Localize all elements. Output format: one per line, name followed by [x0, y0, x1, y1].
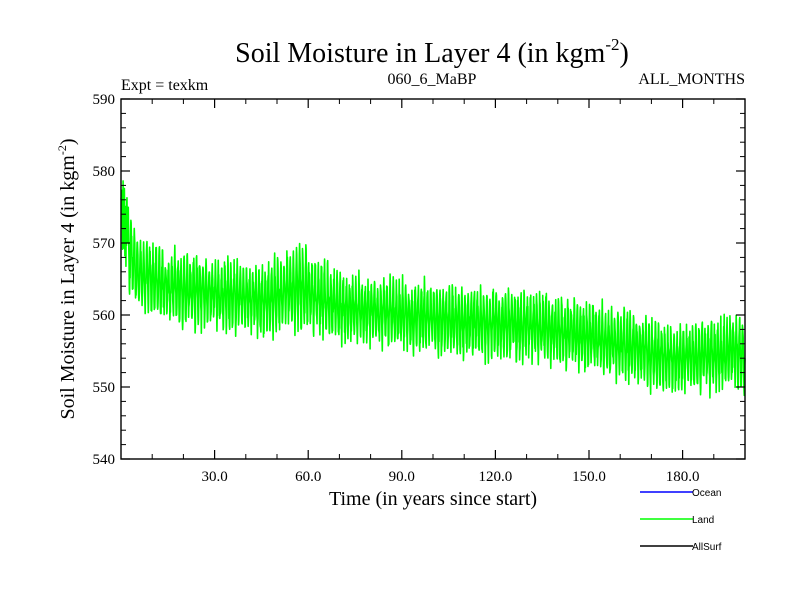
x-axis-label: Time (in years since start): [329, 488, 537, 510]
y-axis-label: Soil Moisture in Layer 4 (in kgm-2): [55, 138, 79, 419]
x-tick-label: 30.0: [201, 469, 227, 485]
land-series-line: [120, 180, 746, 399]
expt-label: Expt = texkm: [121, 77, 209, 94]
y-tick-label: 580: [93, 164, 116, 180]
chart-title: Soil Moisture in Layer 4 (in kgm-2): [235, 35, 629, 69]
x-tick-label: 60.0: [295, 469, 321, 485]
chart-title-sup: -2: [605, 35, 619, 54]
legend: Ocean Land AllSurf: [640, 488, 722, 553]
y-tick-label: 560: [93, 308, 116, 324]
chart-title-main: Soil Moisture in Layer 4 (in kgm: [235, 38, 605, 69]
subtitle-center: 060_6_MaBP: [388, 71, 477, 88]
x-tick-labels: 30.0 60.0 90.0 120.0 150.0 180.0: [201, 469, 699, 485]
x-tick-label: 90.0: [389, 469, 415, 485]
x-tick-label: 120.0: [479, 469, 513, 485]
y-axis-label-main: Soil Moisture in Layer 4 (in kgm: [57, 155, 79, 420]
y-tick-labels: 540 550 560 570 580 590: [93, 92, 116, 468]
y-axis-label-sup: -2: [55, 145, 69, 155]
y-tick-label: 540: [93, 452, 116, 468]
y-tick-label: 570: [93, 236, 116, 252]
x-tick-label: 180.0: [666, 469, 700, 485]
plot-frame: [120, 98, 746, 460]
legend-label-allsurf: AllSurf: [692, 542, 722, 553]
y-tick-label: 590: [93, 92, 116, 108]
series-land: [120, 180, 746, 399]
y-axis-label-close: ): [57, 138, 79, 145]
chart-title-close: ): [620, 38, 629, 69]
subtitle-right: ALL_MONTHS: [638, 71, 745, 88]
legend-label-land: Land: [692, 515, 714, 526]
y-tick-label: 550: [93, 380, 116, 396]
x-tick-label: 150.0: [572, 469, 606, 485]
legend-label-ocean: Ocean: [692, 488, 721, 499]
